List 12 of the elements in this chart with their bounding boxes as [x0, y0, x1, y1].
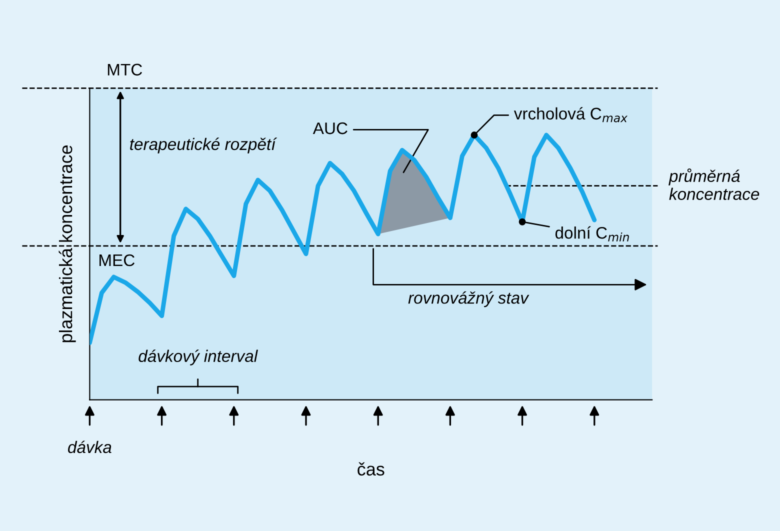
x-axis-title: čas	[358, 462, 384, 476]
ref-line-label: průměrná koncentrace	[668, 168, 760, 200]
annotation: rovnovážný stav	[408, 291, 530, 308]
annotation: dolní C$_{min}$	[555, 226, 629, 242]
annotation: dávkový interval	[138, 350, 258, 366]
text: AUC	[312, 122, 348, 134]
ref-line-label: MTC	[108, 64, 142, 76]
text: dávka	[68, 440, 112, 454]
legend-label: MEC	[100, 254, 135, 266]
annotation: terapeutické rozpětí	[130, 138, 278, 154]
y-axis-title: plazmatická koncentrace	[58, 145, 76, 342]
text: vrcholová C$_{max}$	[514, 107, 628, 122]
